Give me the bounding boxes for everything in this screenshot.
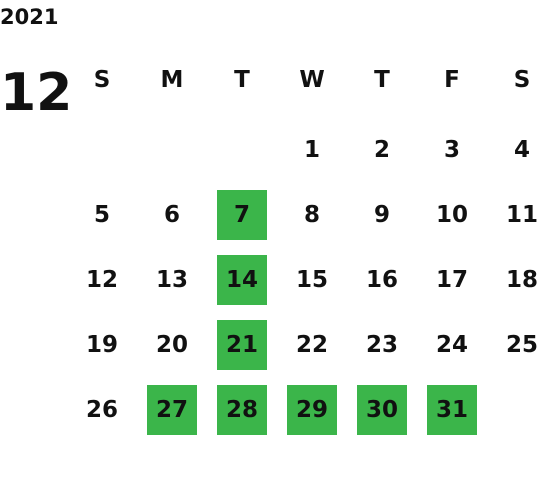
day-highlight [287,385,337,435]
day-number: 7 [234,202,250,228]
weekday-label: T [374,67,390,93]
day-number: 14 [226,267,258,293]
day-number: 16 [366,267,398,293]
weekday-label: T [234,67,250,93]
day-number: 12 [86,267,118,293]
day-number: 2 [374,137,390,163]
day-number: 24 [436,332,468,358]
day-number: 6 [164,202,180,228]
day-number: 30 [366,397,398,423]
day-highlight [217,190,267,240]
weekday-label: W [299,67,324,93]
day-number: 31 [436,397,468,423]
year: 2021 [0,5,58,29]
day-highlight [357,385,407,435]
day-highlight [217,385,267,435]
day-number: 26 [86,397,118,423]
day-highlight [147,385,197,435]
day-number: 19 [86,332,118,358]
day-number: 3 [444,137,460,163]
day-number: 23 [366,332,398,358]
weekday-label: S [514,67,531,93]
day-number: 18 [506,267,538,293]
weekday-label: S [94,67,111,93]
day-number: 28 [226,397,258,423]
month: 12 [0,63,72,123]
day-number: 5 [94,202,110,228]
weekday-label: M [161,67,184,93]
day-number: 20 [156,332,188,358]
day-number: 11 [506,202,538,228]
day-highlight [427,385,477,435]
day-highlight [217,255,267,305]
weekday-label: F [444,67,460,93]
day-number: 21 [226,332,258,358]
day-number: 9 [374,202,390,228]
day-number: 15 [296,267,328,293]
day-number: 8 [304,202,320,228]
day-number: 29 [296,397,328,423]
day-number: 4 [514,137,530,163]
day-number: 27 [156,397,188,423]
day-number: 13 [156,267,188,293]
day-number: 25 [506,332,538,358]
day-number: 1 [304,137,320,163]
day-number: 17 [436,267,468,293]
day-number: 10 [436,202,468,228]
day-number: 22 [296,332,328,358]
day-highlight [217,320,267,370]
